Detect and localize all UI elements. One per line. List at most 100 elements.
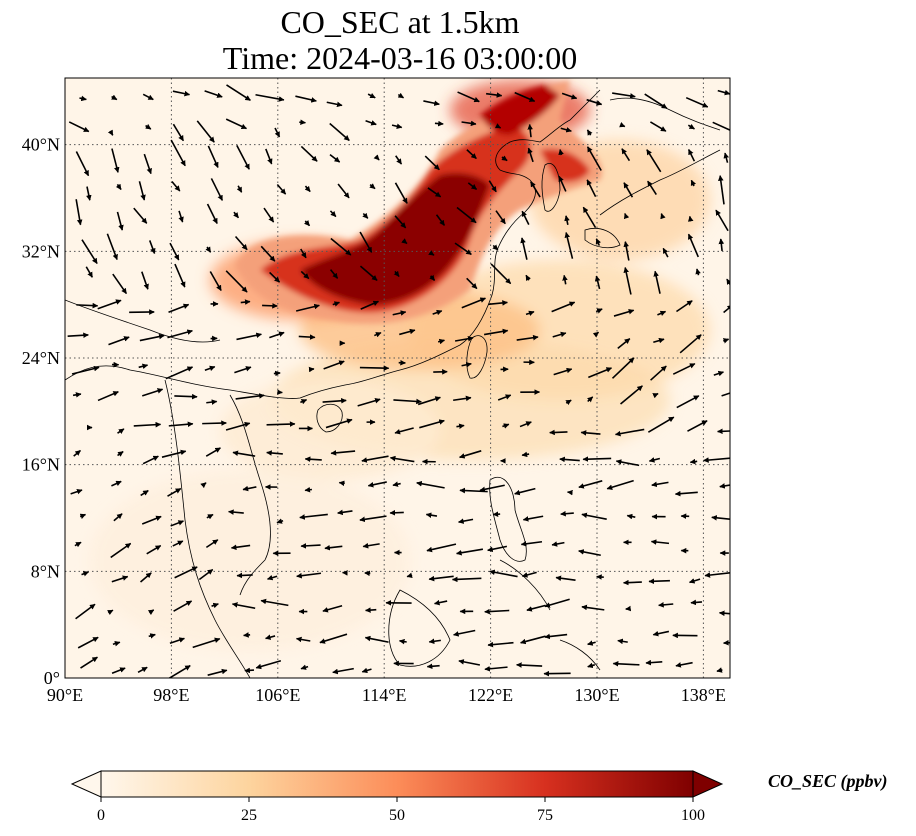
wind-arrow	[116, 211, 124, 231]
wind-arrow	[457, 91, 480, 103]
wind-arrow	[487, 545, 508, 553]
wind-arrow	[560, 127, 572, 133]
wind-arrow	[501, 155, 508, 162]
wind-arrow	[648, 578, 670, 585]
wind-arrow	[644, 93, 668, 109]
wind-arrow	[695, 268, 701, 276]
wind-arrow	[117, 428, 125, 435]
wind-arrow	[490, 263, 512, 285]
wind-arrow	[296, 572, 322, 579]
wind-arrow	[560, 510, 574, 517]
wind-arrow	[687, 215, 694, 222]
wind-arrow	[205, 539, 219, 549]
wind-arrow	[205, 447, 221, 457]
wind-arrow	[143, 153, 152, 175]
wind-arrow	[587, 640, 596, 646]
wind-arrow	[461, 362, 472, 368]
wind-arrow	[169, 637, 185, 644]
wind-arrow	[357, 398, 381, 407]
wind-arrow	[133, 421, 162, 428]
lon-tick-label: 130°E	[574, 685, 619, 705]
wind-arrow	[80, 656, 98, 669]
wind-arrow	[76, 302, 99, 309]
wind-arrow	[373, 154, 380, 161]
lon-tick-label: 90°E	[47, 685, 83, 705]
wind-arrow	[115, 183, 122, 190]
wind-arrow	[551, 541, 565, 547]
wind-arrow	[437, 338, 445, 345]
wind-arrow	[75, 603, 96, 620]
wind-arrow	[612, 92, 636, 99]
wind-arrow	[456, 548, 484, 556]
wind-arrow	[611, 357, 635, 379]
wind-arrow	[148, 633, 156, 639]
wind-arrow	[337, 509, 353, 516]
wind-arrow	[646, 149, 662, 173]
wind-arrow	[329, 153, 341, 163]
wind-arrow	[295, 636, 311, 643]
wind-arrow	[140, 572, 152, 583]
wind-arrow	[645, 659, 663, 666]
lat-tick-label: 32°N	[22, 241, 60, 261]
wind-arrow	[147, 609, 155, 616]
wind-arrow	[461, 120, 477, 127]
wind-arrow	[236, 145, 250, 170]
wind-arrow	[615, 459, 640, 467]
wind-arrow	[520, 635, 546, 645]
wind-arrow	[623, 241, 630, 261]
wind-arrow	[326, 101, 343, 108]
wind-arrow	[145, 123, 152, 130]
wind-arrow	[723, 304, 730, 314]
colorbar-tick-label: 25	[241, 807, 257, 824]
wind-arrow	[650, 121, 667, 132]
wind-arrow	[526, 604, 546, 612]
wind-arrow	[650, 539, 670, 545]
wind-arrow	[142, 93, 154, 101]
wind-arrow	[172, 540, 184, 547]
wind-arrow	[623, 579, 642, 586]
wind-arrow	[494, 123, 502, 129]
wind-arrow	[329, 269, 339, 279]
wind-arrow	[424, 155, 440, 171]
wind-arrow	[137, 666, 148, 674]
wind-arrow	[527, 123, 533, 138]
wind-arrow	[486, 92, 503, 98]
wind-arrow	[161, 449, 187, 458]
wind-arrow	[71, 365, 100, 375]
wind-arrow	[276, 518, 284, 524]
wind-arrow	[74, 541, 82, 548]
colorbar-tick-label: 100	[681, 807, 705, 824]
wind-arrow	[687, 233, 699, 258]
wind-arrow	[653, 270, 661, 294]
wind-arrow	[675, 661, 693, 668]
wind-arrow	[427, 187, 442, 198]
wind-arrow	[617, 638, 628, 645]
wind-arrow	[428, 575, 454, 582]
wind-arrow	[620, 385, 643, 405]
wind-arrow	[226, 84, 251, 101]
wind-arrow	[298, 334, 316, 340]
wind-arrow	[362, 212, 369, 219]
wind-arrow	[300, 543, 321, 549]
wind-arrow	[588, 367, 612, 379]
wind-arrow	[394, 182, 408, 204]
wind-arrow	[688, 578, 701, 584]
wind-arrow	[395, 155, 403, 165]
colorbar-tick-label: 0	[97, 807, 105, 824]
wind-arrow	[488, 300, 508, 306]
wind-arrow	[242, 485, 257, 492]
wind-arrow	[299, 119, 306, 126]
wind-arrow	[255, 93, 285, 102]
wind-arrow	[225, 118, 247, 130]
wind-arrow	[174, 393, 198, 400]
wind-arrow	[723, 639, 730, 646]
wind-arrow	[262, 303, 278, 309]
wind-arrow	[170, 520, 184, 527]
wind-arrow	[172, 123, 185, 142]
wind-arrow	[359, 265, 378, 281]
wind-arrow	[461, 297, 486, 309]
wind-arrow	[586, 129, 593, 136]
wind-arrow	[416, 480, 445, 489]
wind-arrow	[690, 179, 697, 187]
wind-arrow	[495, 210, 506, 225]
